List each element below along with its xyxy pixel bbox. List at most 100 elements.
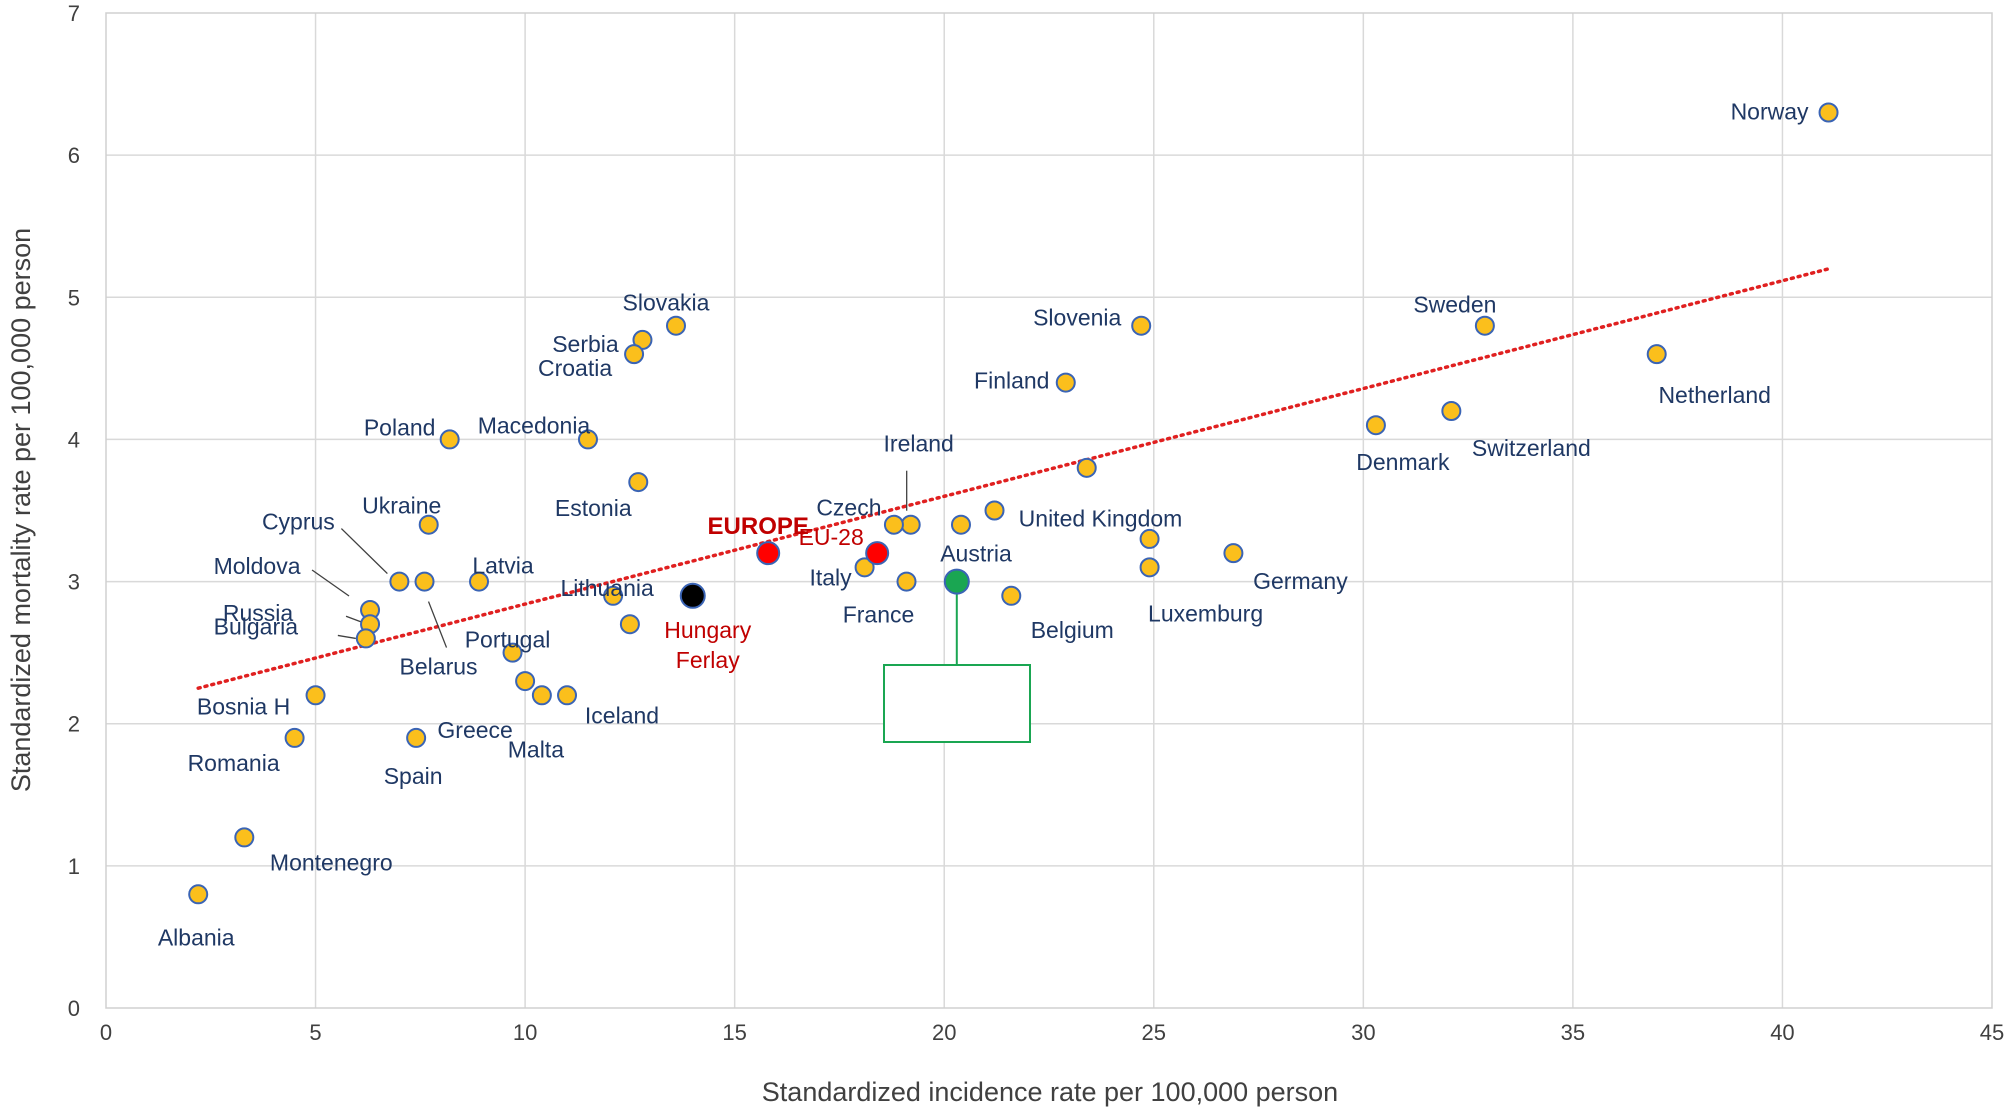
label-europe: EUROPE bbox=[708, 513, 809, 540]
point-portugal bbox=[502, 642, 523, 663]
point-slovakia bbox=[665, 315, 686, 336]
point-bulgaria bbox=[355, 628, 376, 649]
point-macedonia bbox=[577, 429, 598, 450]
label-spain: Spain bbox=[384, 763, 443, 789]
plot-frame bbox=[105, 12, 1993, 1009]
point-croatia bbox=[624, 344, 645, 365]
point-czech bbox=[883, 514, 904, 535]
label-hungary-ferlay-line-1: Hungary bbox=[664, 617, 751, 643]
trend-line bbox=[196, 267, 1831, 690]
label-poland: Poland bbox=[364, 414, 436, 440]
y-tick-1: 1 bbox=[68, 854, 80, 879]
point-luxemburg bbox=[1139, 557, 1160, 578]
point-lithuania bbox=[603, 585, 624, 606]
point-montenegro bbox=[234, 827, 255, 848]
label-greece: Greece bbox=[437, 717, 512, 743]
label-switzerland: Switzerland bbox=[1472, 435, 1591, 461]
y-tick-0: 0 bbox=[68, 996, 80, 1021]
point-latvia bbox=[469, 571, 490, 592]
point-bosnia-h bbox=[305, 685, 326, 706]
y-tick-2: 2 bbox=[68, 712, 80, 737]
x-tick-45: 45 bbox=[1980, 1020, 2004, 1045]
x-tick-15: 15 bbox=[722, 1020, 746, 1045]
label-belgium: Belgium bbox=[1031, 617, 1114, 643]
y-axis-title: Standardized mortality rate per 100,000 … bbox=[6, 228, 36, 792]
leader-cyprus bbox=[340, 528, 388, 575]
point-malta bbox=[531, 685, 552, 706]
point-norway bbox=[1818, 102, 1839, 123]
data-points bbox=[188, 102, 1839, 905]
label-finland: Finland bbox=[974, 368, 1049, 394]
label-lithuania: Lithuania bbox=[560, 575, 654, 601]
label-bulgaria: Bulgaria bbox=[214, 613, 299, 639]
label-eu-28: EU-28 bbox=[799, 524, 864, 550]
point-unlabeled-11 bbox=[1076, 457, 1097, 478]
label-estonia: Estonia bbox=[555, 495, 632, 521]
label-serbia: Serbia bbox=[552, 331, 619, 357]
label-slovakia: Slovakia bbox=[623, 290, 710, 316]
leader-russia bbox=[345, 615, 363, 623]
point-france bbox=[896, 571, 917, 592]
point-greece bbox=[515, 671, 536, 692]
point-poland bbox=[439, 429, 460, 450]
label-romania: Romania bbox=[188, 750, 280, 776]
label-united-kingdom: United Kingdom bbox=[1019, 506, 1183, 532]
point-belgium bbox=[1001, 585, 1022, 606]
label-sweden: Sweden bbox=[1413, 292, 1496, 318]
label-italy: Italy bbox=[809, 564, 852, 590]
point-united-kingdom bbox=[984, 500, 1005, 521]
label-portugal: Portugal bbox=[465, 627, 551, 653]
point-hungary-ramm bbox=[943, 568, 970, 595]
label-ukraine: Ukraine bbox=[362, 493, 441, 519]
label-russia: Russia bbox=[223, 600, 294, 626]
y-tick-5: 5 bbox=[68, 285, 80, 310]
point-slovenia bbox=[1131, 315, 1152, 336]
point-albania bbox=[188, 884, 209, 905]
label-czech: Czech bbox=[816, 495, 881, 521]
label-france: France bbox=[843, 602, 915, 628]
label-bosnia-h: Bosnia H bbox=[197, 693, 290, 719]
label-luxemburg: Luxemburg bbox=[1148, 600, 1263, 626]
point-austria bbox=[950, 514, 971, 535]
point-ireland bbox=[900, 514, 921, 535]
x-tick-20: 20 bbox=[932, 1020, 956, 1045]
point-romania bbox=[284, 727, 305, 748]
leader-lines bbox=[311, 470, 958, 666]
label-belarus: Belarus bbox=[400, 654, 478, 680]
leader-moldova bbox=[311, 569, 350, 597]
x-tick-40: 40 bbox=[1770, 1020, 1794, 1045]
label-hungary-ferlay-line-2: Ferlay bbox=[676, 647, 740, 673]
point-unlabeled-29 bbox=[619, 614, 640, 635]
point-ukraine bbox=[418, 514, 439, 535]
leader-belarus bbox=[427, 601, 448, 648]
point-unlabeled-12 bbox=[1139, 528, 1160, 549]
label-macedonia: Macedonia bbox=[478, 412, 591, 438]
label-iceland: Iceland bbox=[585, 702, 659, 728]
label-latvia: Latvia bbox=[472, 553, 534, 579]
y-tick-3: 3 bbox=[68, 570, 80, 595]
point-sweden bbox=[1474, 315, 1495, 336]
x-tick-0: 0 bbox=[100, 1020, 112, 1045]
hungary-ramm-callout-box bbox=[883, 664, 1031, 743]
label-austria: Austria bbox=[940, 541, 1012, 567]
label-slovenia: Slovenia bbox=[1033, 305, 1121, 331]
label-moldova: Moldova bbox=[214, 553, 301, 579]
label-cyprus: Cyprus bbox=[262, 509, 335, 535]
point-germany bbox=[1223, 543, 1244, 564]
x-tick-35: 35 bbox=[1561, 1020, 1585, 1045]
label-montenegro: Montenegro bbox=[270, 849, 393, 875]
x-tick-10: 10 bbox=[513, 1020, 537, 1045]
y-tick-6: 6 bbox=[68, 143, 80, 168]
label-germany: Germany bbox=[1253, 568, 1348, 594]
point-italy bbox=[854, 557, 875, 578]
label-ireland: Ireland bbox=[884, 431, 954, 457]
point-denmark bbox=[1365, 415, 1386, 436]
point-belarus bbox=[414, 571, 435, 592]
x-tick-25: 25 bbox=[1142, 1020, 1166, 1045]
label-albania: Albania bbox=[158, 924, 235, 950]
label-denmark: Denmark bbox=[1356, 449, 1450, 475]
y-tick-7: 7 bbox=[68, 1, 80, 26]
leader-bulgaria bbox=[337, 634, 356, 640]
label-norway: Norway bbox=[1731, 99, 1809, 125]
